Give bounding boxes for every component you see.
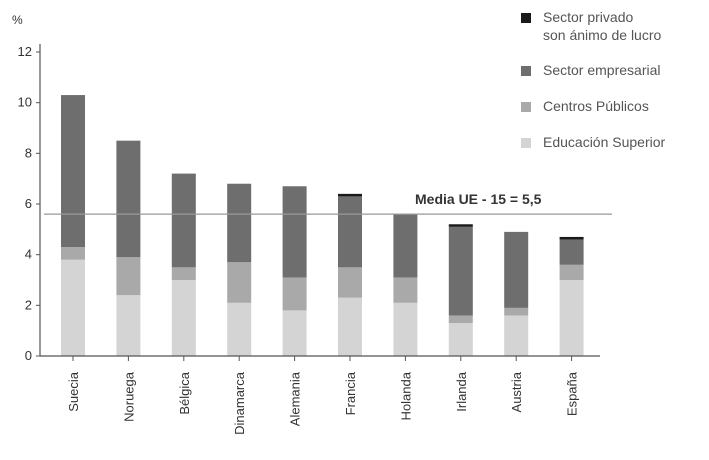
bar-segment (448, 315, 473, 324)
y-tick-label: 12 (18, 44, 32, 59)
bar-segment (504, 307, 529, 316)
category-label: Holanda (398, 371, 413, 420)
bar-segment (227, 302, 252, 356)
bar-segment (171, 280, 196, 356)
y-tick-label: 6 (25, 196, 32, 211)
y-tick-label: 2 (25, 297, 32, 312)
y-tick-label: 4 (25, 247, 32, 262)
reference-line-group: Media UE - 15 = 5,5 (44, 191, 612, 215)
bar-segment (393, 277, 418, 303)
y-tick-label: 10 (18, 95, 32, 110)
category-label: Bélgica (177, 371, 192, 414)
category-label: España (565, 371, 580, 416)
category-label: Noruega (121, 371, 136, 422)
bar-segment (338, 193, 362, 197)
bar-segment (559, 264, 584, 280)
category-label: Suecia (66, 371, 81, 412)
bars (61, 95, 584, 356)
bar-segment (61, 247, 85, 260)
bar-segment (504, 231, 529, 308)
legend-swatch (521, 138, 531, 148)
bar-segment (504, 315, 529, 356)
y-unit-label: % (12, 13, 23, 27)
bar-segment (116, 295, 141, 356)
bar-segment (227, 262, 252, 303)
bar-segment (448, 323, 473, 356)
bar-segment (559, 239, 584, 265)
legend: Sector privado son ánimo de lucro Sector e… (521, 9, 666, 150)
bar-segment (282, 186, 307, 278)
bar-segment (61, 259, 85, 356)
category-label: Austria (509, 371, 524, 412)
bar-segment (282, 310, 307, 356)
legend-label: Sector empresarial (543, 62, 661, 78)
y-axis: 0 2 4 6 8 10 12 (18, 44, 41, 363)
legend-swatch (521, 13, 531, 23)
bar-segment (338, 196, 362, 268)
bar-segment (393, 214, 418, 278)
y-tick-label: 8 (25, 145, 32, 160)
bar-segment (116, 257, 141, 296)
bar-segment (116, 140, 141, 258)
category-label: Alemania (288, 371, 303, 426)
eu-average-label: Media UE - 15 = 5,5 (415, 191, 542, 207)
bar-segment (448, 226, 473, 316)
bar-segment (171, 267, 196, 280)
legend-swatch (521, 66, 531, 76)
legend-label: Centros Públicos (543, 98, 649, 114)
bar-segment (559, 236, 584, 240)
bar-segment (61, 95, 85, 248)
bar-segment (393, 302, 418, 356)
legend-label: Educación Superior (543, 134, 666, 150)
bar-segment (171, 173, 196, 268)
bar-segment (559, 280, 584, 356)
legend-swatch (521, 102, 531, 112)
category-label: Francia (343, 371, 358, 415)
y-tick-label: 0 (25, 348, 32, 363)
bar-segment (282, 277, 307, 311)
category-label: Dinamarca (232, 371, 247, 435)
category-label: Irlanda (454, 371, 469, 412)
bar-segment (338, 267, 362, 298)
x-axis: Suecia Noruega Bélgica Dinamarca Alemania Fra… (40, 355, 600, 435)
legend-label: Sector privado son ánimo de lucro (543, 9, 662, 43)
bar-segment (448, 224, 473, 227)
bar-segment (227, 183, 252, 263)
bar-segment (338, 297, 362, 356)
